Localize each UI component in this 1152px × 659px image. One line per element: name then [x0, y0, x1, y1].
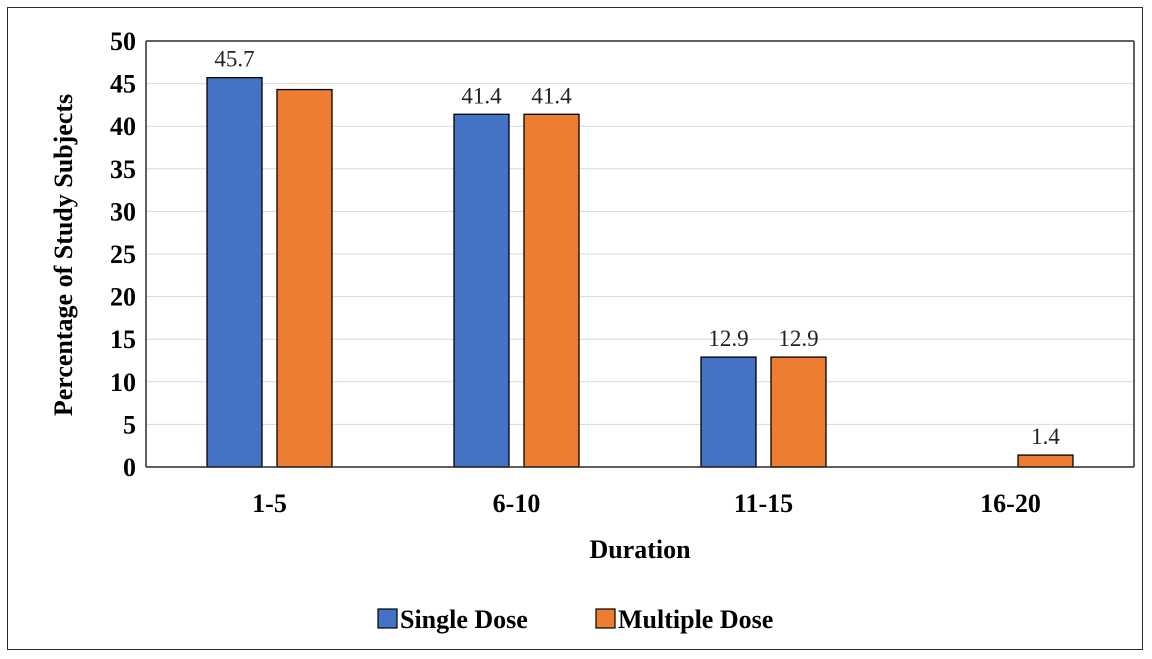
bar-single-dose [206, 76, 263, 468]
y-tick-label: 30 [110, 197, 136, 226]
data-label: 12.9 [708, 326, 748, 351]
legend: Single Dose Multiple Dose [377, 605, 773, 634]
y-tick-label: 50 [110, 27, 136, 56]
legend-swatch [377, 608, 398, 629]
data-label: 1.4 [1031, 424, 1060, 449]
data-label: 45.7 [214, 47, 254, 72]
y-tick-label: 45 [110, 70, 136, 99]
data-label: 41.4 [461, 83, 502, 108]
data-label: 41.4 [531, 83, 572, 108]
y-tick-label: 20 [110, 283, 136, 312]
x-axis-ticks: 1-5 6-10 11-15 16-20 [252, 489, 1041, 518]
x-tick-label: 6-10 [493, 489, 541, 518]
legend-label: Multiple Dose [618, 605, 773, 634]
bar-single-dose [453, 113, 510, 468]
bars [206, 76, 1074, 468]
x-tick-label: 16-20 [980, 489, 1041, 518]
x-tick-label: 1-5 [252, 489, 287, 518]
y-tick-label: 15 [110, 325, 136, 354]
bar-multiple-dose [770, 356, 827, 468]
y-tick-label: 10 [110, 368, 136, 397]
y-tick-label: 25 [110, 240, 136, 269]
y-axis-ticks: 0 5 10 15 20 25 30 35 40 45 50 [110, 27, 136, 482]
bar-multiple-dose [523, 113, 580, 468]
bar-multiple-dose [276, 88, 333, 468]
x-tick-label: 11-15 [734, 489, 793, 518]
data-labels: 45.7 41.4 41.4 12.9 12.9 1.4 [214, 47, 1060, 449]
y-tick-label: 0 [123, 453, 136, 482]
bar-single-dose [700, 356, 757, 468]
y-tick-label: 35 [110, 155, 136, 184]
legend-label: Single Dose [400, 605, 528, 634]
y-axis-title: Percentage of Study Subjects [49, 94, 78, 416]
y-tick-label: 5 [123, 410, 136, 439]
legend-swatch [595, 608, 616, 629]
bar-multiple-dose [1017, 454, 1074, 468]
data-label: 12.9 [778, 326, 818, 351]
y-tick-label: 40 [110, 112, 136, 141]
x-axis-title: Duration [589, 535, 691, 564]
